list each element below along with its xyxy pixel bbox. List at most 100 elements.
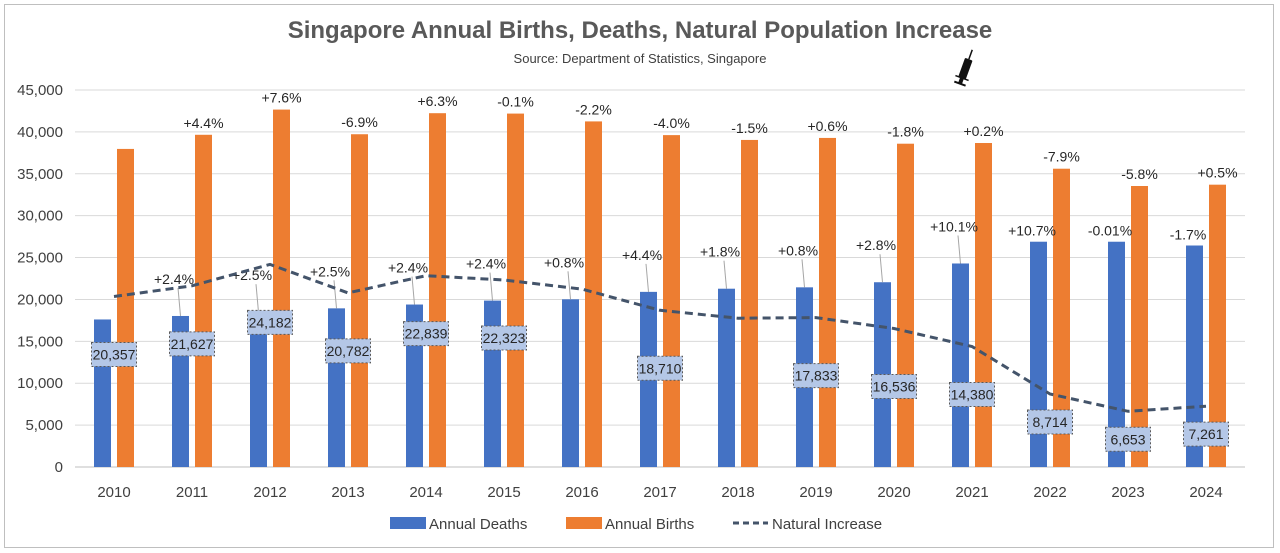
natural-label-box (637, 355, 683, 381)
deaths-change-label: +2.5% (232, 267, 272, 283)
leader-line (411, 276, 415, 305)
bar-births (897, 143, 914, 468)
x-tick-label: 2013 (331, 484, 364, 501)
x-tick-label: 2016 (565, 484, 598, 501)
bar-births (741, 139, 758, 467)
natural-value-label: 6,653 (1110, 431, 1145, 447)
bar-deaths (1108, 241, 1125, 467)
change-labels: +4.4% +2.4% +7.6% +2.5% -6.9% +2.5% +6.3% +2.4%… (154, 90, 1238, 317)
leader-line (255, 284, 259, 313)
leader-line (567, 271, 571, 300)
births-change-label: -4.0% (653, 115, 690, 131)
legend-label-natural: Natural Increase (772, 516, 882, 533)
births-change-label: +7.6% (261, 90, 301, 106)
natural-label-box (1027, 409, 1073, 435)
leader-line (177, 287, 181, 317)
bar-births (351, 134, 368, 467)
natural-label-box (1105, 426, 1151, 452)
natural-label-box (325, 338, 371, 364)
births-change-label: -0.1% (497, 94, 534, 110)
natural-value-label: 7,261 (1188, 426, 1223, 442)
bar-deaths (328, 308, 345, 467)
natural-value-label: 14,380 (951, 387, 994, 403)
y-tick-label: 30,000 (17, 208, 63, 225)
natural-label-box (403, 321, 449, 347)
natural-increase-path (113, 262, 1207, 413)
bar-deaths (718, 288, 735, 467)
natural-value-label: 17,833 (795, 368, 838, 384)
y-tick-label: 20,000 (17, 291, 63, 308)
bar-births (195, 134, 212, 467)
natural-value-label: 24,182 (249, 314, 292, 330)
deaths-change-label: +2.4% (466, 256, 506, 272)
x-tick-label: 2021 (955, 484, 988, 501)
bar-births (273, 109, 290, 468)
y-tick-label: 10,000 (17, 375, 63, 392)
deaths-change-label: +4.4% (622, 247, 662, 263)
deaths-change-label: +2.5% (310, 263, 350, 279)
natural-value-label: 21,627 (171, 336, 214, 352)
legend-swatch-deaths (390, 517, 426, 529)
bar-births (507, 113, 524, 468)
births-change-label: -5.8% (1121, 166, 1158, 182)
bar-deaths (952, 263, 969, 467)
deaths-change-label: +2.4% (388, 260, 428, 276)
natural-label-box (793, 363, 839, 389)
bar-births (1053, 168, 1070, 467)
bar-deaths (562, 299, 579, 467)
births-change-label: +4.4% (183, 115, 223, 131)
natural-label-box (247, 309, 293, 335)
x-axis: 2010 2011 2012 2013 2014 2015 2016 2017 2018 2019… (97, 484, 1222, 501)
natural-label-box (481, 325, 527, 351)
deaths-change-label: +0.8% (544, 254, 584, 270)
natural-label-box (169, 331, 215, 357)
natural-value-label: 20,782 (327, 343, 370, 359)
legend: Annual Deaths Annual Births Natural Incr… (390, 516, 882, 533)
births-change-label: +0.6% (807, 118, 847, 134)
bar-deaths (1186, 245, 1203, 467)
bar-births (1131, 186, 1148, 467)
x-tick-label: 2011 (176, 484, 208, 501)
bar-births (585, 121, 602, 467)
births-change-label: +6.3% (417, 93, 457, 109)
births-change-label: -6.9% (341, 114, 378, 130)
deaths-change-label: +0.8% (778, 242, 818, 258)
natural-value-label: 16,536 (873, 378, 916, 394)
x-tick-label: 2022 (1033, 484, 1066, 501)
leader-line (489, 272, 493, 301)
y-tick-label: 35,000 (17, 166, 63, 183)
births-change-label: -1.8% (887, 124, 924, 140)
deaths-change-label: -0.01% (1088, 223, 1132, 239)
deaths-change-label: +1.8% (700, 244, 740, 260)
x-tick-label: 2017 (643, 484, 676, 501)
legend-label-births: Annual Births (605, 516, 694, 533)
births-change-label: +0.2% (963, 123, 1003, 139)
y-tick-label: 25,000 (17, 250, 63, 267)
bar-deaths (94, 319, 111, 467)
leader-line (957, 235, 961, 264)
x-tick-label: 2018 (721, 484, 754, 501)
bar-births (663, 135, 680, 468)
births-change-label: +0.5% (1197, 165, 1237, 181)
deaths-change-label: +2.8% (856, 237, 896, 253)
natural-label-box (91, 341, 137, 367)
legend-label-deaths: Annual Deaths (429, 516, 527, 533)
leader-line (801, 259, 805, 288)
natural-value-label: 22,839 (405, 326, 448, 342)
chart-title: Singapore Annual Births, Deaths, Natural… (288, 17, 993, 44)
gridlines (75, 89, 1245, 468)
bar-deaths (250, 312, 267, 467)
x-tick-label: 2010 (97, 484, 130, 501)
deaths-change-label: +10.7% (1008, 223, 1056, 239)
natural-label-box (1183, 421, 1229, 447)
natural-value-label: 20,357 (93, 346, 136, 362)
leader-line (879, 254, 883, 283)
bar-births (819, 137, 836, 467)
syringe-icon (953, 49, 973, 87)
y-tick-label: 40,000 (17, 124, 63, 141)
births-change-label: -2.2% (575, 101, 612, 117)
x-tick-label: 2023 (1111, 484, 1144, 501)
y-tick-label: 5,000 (25, 417, 63, 434)
legend-swatch-births (566, 517, 602, 529)
